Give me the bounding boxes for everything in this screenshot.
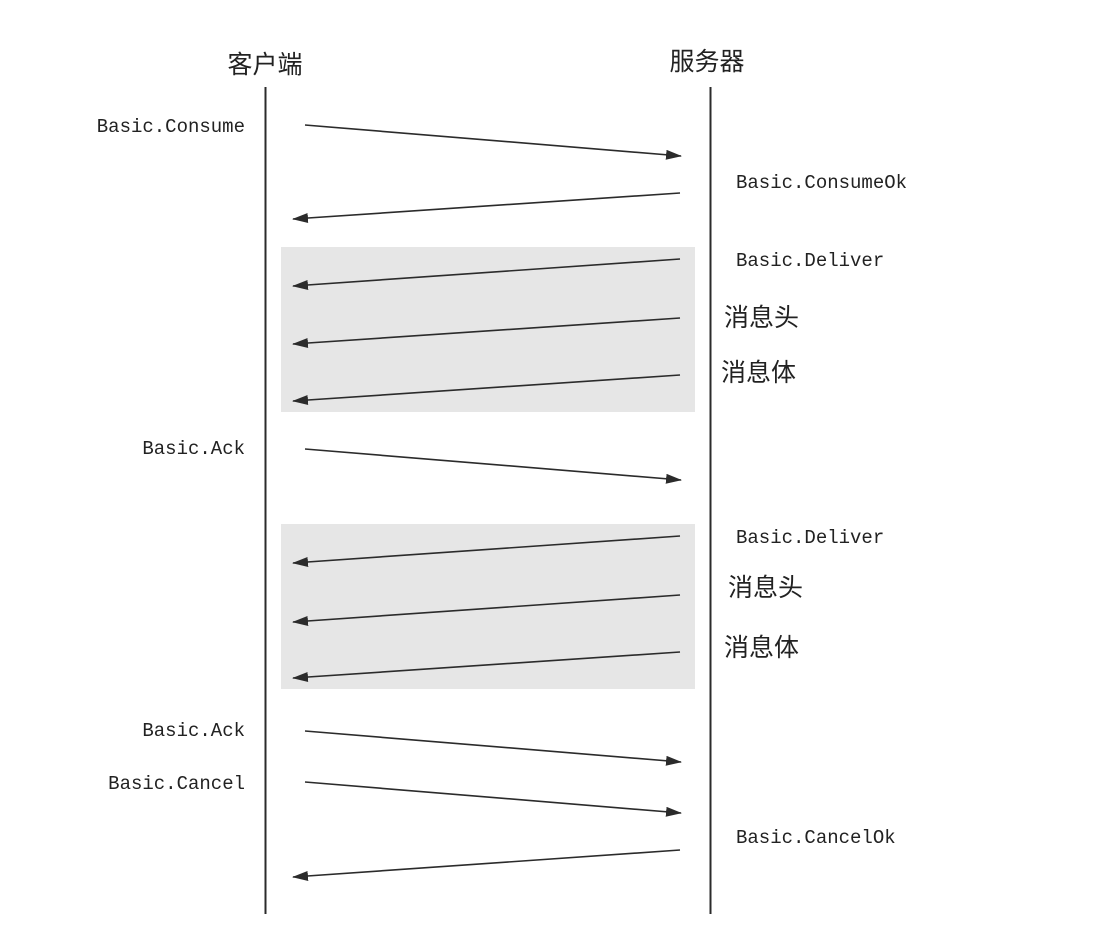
ack-2-label: Basic.Ack xyxy=(142,720,245,742)
body-2-label: 消息体 xyxy=(724,633,799,662)
delivery-group-2 xyxy=(281,524,695,689)
ack-2-arrow xyxy=(304,730,682,766)
cancel-arrow xyxy=(304,781,682,817)
consume-ok-arrow xyxy=(292,192,681,223)
ack-1-arrow xyxy=(304,448,682,484)
server-participant-label: 服务器 xyxy=(669,47,744,76)
consume-ok-label: Basic.ConsumeOk xyxy=(736,172,907,194)
body-1-arrow xyxy=(292,374,681,405)
cancel-label: Basic.Cancel xyxy=(108,773,245,795)
deliver-1-arrow xyxy=(292,258,681,290)
deliver-2-arrow xyxy=(292,535,681,567)
header-2-arrow xyxy=(292,594,681,626)
header-1-label: 消息头 xyxy=(724,303,799,332)
consume-label: Basic.Consume xyxy=(97,116,245,138)
consume-arrow xyxy=(304,124,682,160)
header-1-arrow xyxy=(292,317,681,348)
delivery-group-1 xyxy=(281,247,695,412)
ack-1-label: Basic.Ack xyxy=(142,438,245,460)
body-2-arrow xyxy=(292,651,681,682)
header-2-label: 消息头 xyxy=(728,573,803,602)
client-participant-label: 客户端 xyxy=(227,50,302,79)
deliver-1-label: Basic.Deliver xyxy=(736,250,884,272)
cancel-ok-arrow xyxy=(292,849,681,881)
deliver-2-label: Basic.Deliver xyxy=(736,527,884,549)
cancel-ok-label: Basic.CancelOk xyxy=(736,827,896,849)
body-1-label: 消息体 xyxy=(721,358,796,387)
